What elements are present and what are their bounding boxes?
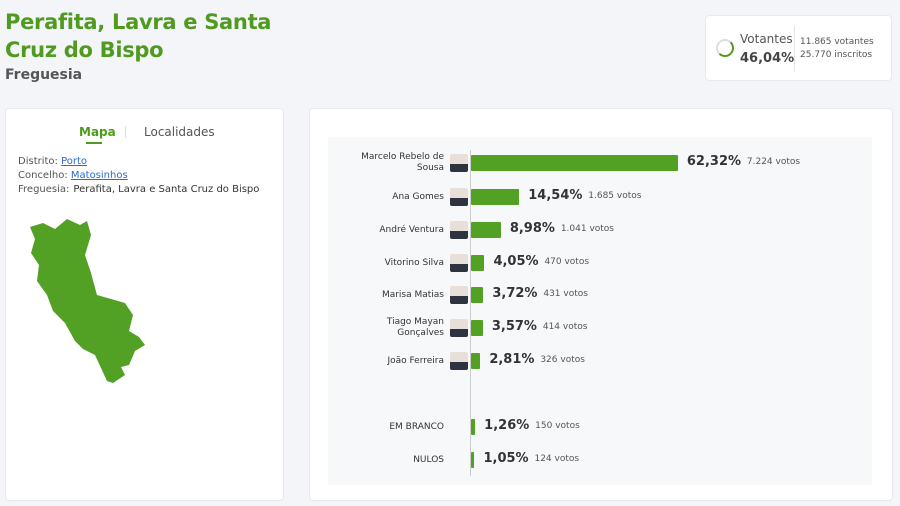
result-bar[interactable] — [471, 222, 501, 238]
result-row: NULOS 1,05% 124 votos — [0, 445, 900, 475]
result-percent: 1,26% — [484, 418, 530, 433]
candidate-photo-icon — [450, 221, 468, 239]
active-tab-indicator — [86, 142, 102, 144]
result-percent: 3,72% — [492, 286, 538, 301]
turnout-card: Votantes 46,04% 11.865 votantes 25.770 i… — [705, 15, 892, 81]
turnout-ring-icon — [716, 39, 734, 57]
candidate-photo-icon — [450, 254, 468, 272]
result-bar[interactable] — [471, 155, 678, 171]
tab-divider — [125, 126, 126, 138]
candidate-name: Vitorino Silva — [384, 258, 444, 268]
result-votes: 124 votos — [534, 454, 580, 464]
result-bar[interactable] — [471, 452, 475, 468]
candidate-photo-icon — [450, 319, 468, 337]
result-bar[interactable] — [471, 255, 485, 271]
result-percent: 4,05% — [493, 254, 539, 269]
turnout-label: Votantes — [740, 32, 793, 46]
result-row: Tiago Mayan Gonçalves 3,57% 414 votos — [0, 313, 900, 343]
result-votes: 1.041 votos — [560, 224, 614, 234]
freguesia-value: Perafita, Lavra e Santa Cruz do Bispo — [73, 184, 260, 195]
distrito-link[interactable]: Porto — [61, 156, 88, 167]
chart-axis-line — [470, 150, 471, 476]
result-votes: 470 votos — [544, 257, 590, 267]
result-percent: 1,05% — [483, 451, 529, 466]
page-subtitle: Freguesia — [5, 67, 83, 83]
candidate-name: André Ventura — [379, 225, 444, 235]
result-percent: 8,98% — [509, 221, 555, 236]
page-title: Perafita, Lavra e Santa Cruz do Bispo — [5, 10, 272, 62]
divider — [794, 26, 795, 72]
result-votes: 431 votos — [543, 289, 588, 299]
candidate-photo-icon — [450, 286, 468, 304]
result-votes: 150 votos — [535, 421, 580, 431]
concelho-row: Concelho: Matosinhos — [18, 170, 128, 181]
result-percent: 2,81% — [489, 352, 535, 367]
candidate-photo-icon — [450, 154, 468, 172]
result-votes: 7.224 votos — [746, 157, 801, 167]
freguesia-row: Freguesia: Perafita, Lavra e Santa Cruz d… — [18, 184, 259, 195]
result-row: Marcelo Rebelo de Sousa 62,32% 7.224 votos — [0, 148, 900, 178]
result-percent: 62,32% — [686, 154, 742, 169]
result-bar[interactable] — [471, 320, 483, 336]
result-bar[interactable] — [471, 287, 484, 303]
distrito-row: Distrito: Porto — [18, 156, 87, 167]
result-row: EM BRANCO 1,26% 150 votos — [0, 412, 900, 442]
result-row: João Ferreira 2,81% 326 votos — [0, 346, 900, 376]
voters-count: 11.865 votantes — [800, 37, 874, 47]
result-percent: 3,57% — [491, 319, 537, 334]
result-percent: 14,54% — [528, 188, 583, 203]
candidate-name: Marcelo Rebelo de Sousa — [361, 152, 444, 173]
candidate-photo-icon — [450, 352, 468, 370]
results-chart — [328, 137, 872, 485]
result-row: Vitorino Silva 4,05% 470 votos — [0, 248, 900, 278]
result-votes: 326 votos — [540, 355, 585, 365]
registered-count: 25.770 inscritos — [800, 50, 873, 60]
tab-mapa[interactable]: Mapa — [79, 125, 116, 139]
concelho-label: Concelho: — [18, 170, 68, 181]
candidate-name: Ana Gomes — [392, 192, 444, 202]
freguesia-map[interactable] — [25, 215, 150, 387]
tab-localidades[interactable]: Localidades — [144, 125, 215, 139]
candidate-photo-icon — [450, 188, 468, 206]
result-bar[interactable] — [471, 189, 520, 205]
concelho-link[interactable]: Matosinhos — [70, 170, 128, 181]
candidate-name: EM BRANCO — [389, 422, 444, 432]
result-bar[interactable] — [471, 353, 481, 369]
result-row: André Ventura 8,98% 1.041 votos — [0, 215, 900, 245]
result-votes: 1.685 votos — [588, 191, 642, 201]
distrito-label: Distrito: — [18, 156, 58, 167]
turnout-percent: 46,04% — [740, 51, 795, 66]
result-bar[interactable] — [471, 419, 476, 435]
candidate-name: Tiago Mayan Gonçalves — [386, 317, 444, 338]
freguesia-label: Freguesia: — [18, 184, 70, 195]
candidate-name: NULOS — [413, 455, 444, 465]
result-votes: 414 votos — [542, 322, 588, 332]
result-row: Ana Gomes 14,54% 1.685 votos — [0, 182, 900, 212]
candidate-name: Marisa Matias — [381, 290, 444, 300]
result-row: Marisa Matias 3,72% 431 votos — [0, 280, 900, 310]
candidate-name: João Ferreira — [387, 356, 444, 366]
